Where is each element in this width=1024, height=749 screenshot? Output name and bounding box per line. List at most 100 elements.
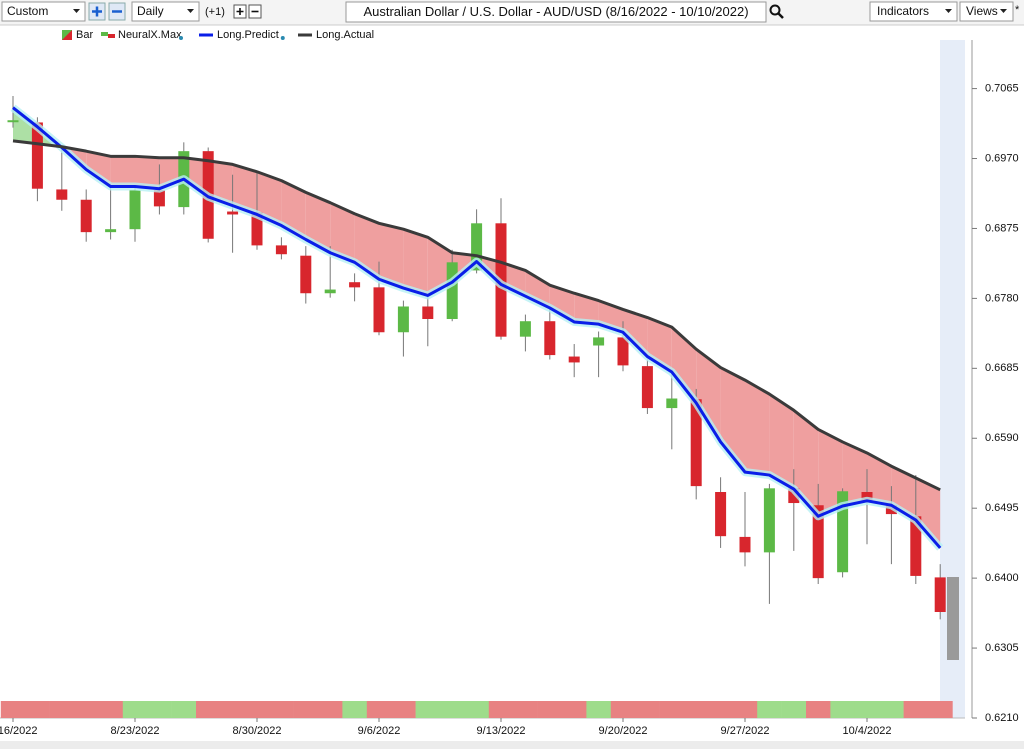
spread-fill	[330, 202, 355, 263]
signal-cell	[147, 701, 172, 718]
signal-cell	[196, 701, 221, 718]
signal-cell	[171, 701, 197, 718]
signal-cell	[391, 701, 416, 718]
spread-fill	[818, 429, 843, 517]
candle-body	[275, 245, 287, 255]
views-flag: *	[1015, 4, 1020, 16]
indicators-dropdown[interactable]	[869, 1, 958, 22]
candle-body	[397, 306, 409, 333]
x-tick-label: 8/23/2022	[111, 725, 160, 737]
legend-icon	[108, 34, 115, 38]
y-tick-label: 0.6495	[985, 502, 1019, 514]
legend-label: NeuralX.Max	[118, 29, 182, 41]
dropdown-arrow	[1000, 9, 1007, 13]
y-tick-label: 0.6400	[985, 572, 1019, 584]
signal-cell	[74, 701, 99, 718]
signal-cell	[366, 701, 392, 718]
signal-cell	[684, 701, 709, 718]
candle-body	[300, 255, 312, 294]
spread-fill	[232, 164, 257, 215]
signal-cell	[732, 701, 758, 718]
spread-fill	[745, 380, 770, 476]
spread-fill	[867, 452, 892, 506]
signal-cell	[879, 701, 904, 718]
candle-body	[446, 262, 458, 320]
signal-cell	[318, 701, 343, 718]
views-dropdown[interactable]	[959, 1, 1014, 22]
signal-cell	[49, 701, 75, 718]
signal-cell	[635, 701, 660, 718]
y-tick-label: 0.6780	[985, 292, 1019, 304]
spread-fill	[671, 327, 697, 403]
x-tick-label: 9/20/2022	[599, 725, 648, 737]
x-tick-label: 9/27/2022	[721, 725, 770, 737]
signal-cell	[708, 701, 734, 718]
preset-dropdown[interactable]	[1, 1, 86, 22]
search-icon[interactable]	[769, 4, 781, 16]
y-tick-label: 0.6590	[985, 432, 1019, 444]
indicators-label: Indicators	[877, 4, 929, 18]
candle-body	[373, 287, 385, 333]
spread-fill	[769, 394, 794, 490]
y-tick-label: 0.6875	[985, 222, 1019, 234]
dropdown-arrow	[73, 9, 80, 13]
signal-cell	[562, 701, 587, 718]
candle-body	[568, 356, 580, 363]
legend-label: Long.Predict	[217, 29, 279, 41]
spread-fill	[37, 126, 61, 147]
candle-body	[105, 229, 117, 233]
y-tick-label: 0.6685	[985, 362, 1019, 374]
legend-label: Long.Actual	[316, 29, 374, 41]
signal-cell	[659, 701, 685, 718]
candle-body	[324, 289, 336, 294]
signal-cell	[440, 701, 465, 718]
x-tick-label: 10/4/2022	[843, 725, 892, 737]
candle-body	[690, 399, 702, 487]
plus-icon	[92, 6, 102, 17]
interval-label: Daily	[137, 4, 164, 18]
preset-label: Custom	[7, 4, 48, 18]
signal-cell	[342, 701, 368, 718]
signal-cell	[269, 701, 294, 718]
series-line	[12, 106, 942, 549]
candle-body	[593, 337, 605, 346]
signal-cell	[854, 701, 880, 718]
signal-cell	[0, 701, 26, 718]
signal-cell	[903, 701, 929, 718]
candle-body	[617, 337, 629, 366]
spread-fill	[257, 171, 282, 226]
spread-fill	[110, 156, 135, 187]
x-tick-label: 9/6/2022	[358, 725, 401, 737]
dropdown-arrow	[187, 9, 194, 13]
interval-dropdown[interactable]	[131, 1, 200, 22]
legend-icon	[62, 30, 72, 40]
y-tick-label: 0.6210	[985, 712, 1019, 724]
candle-body	[715, 492, 727, 537]
spread-fill	[208, 160, 233, 206]
symbol-title: Australian Dollar / U.S. Dollar - AUD/US…	[363, 4, 748, 19]
signal-cell	[513, 701, 538, 718]
signal-cell	[98, 701, 124, 718]
candle-body	[519, 321, 531, 337]
legend-dot	[179, 36, 183, 40]
spread-fill	[623, 309, 648, 357]
candle-body	[641, 366, 653, 409]
signal-cell	[122, 701, 148, 718]
spread-fill	[793, 410, 819, 517]
legend-label: Bar	[76, 29, 93, 41]
spread-fill	[427, 237, 453, 296]
status-bar	[0, 741, 1024, 749]
spread-fill	[305, 192, 331, 253]
candle-body	[739, 536, 751, 553]
offset-label: (+1)	[205, 6, 225, 18]
candle-body	[56, 189, 68, 200]
legend-dot	[280, 36, 285, 40]
views-label: Views	[966, 4, 998, 18]
candle-body	[80, 199, 92, 233]
spread-fill	[379, 223, 404, 289]
spread-fill	[842, 441, 867, 506]
symbol-box[interactable]	[345, 1, 767, 23]
candle-body	[837, 491, 849, 573]
